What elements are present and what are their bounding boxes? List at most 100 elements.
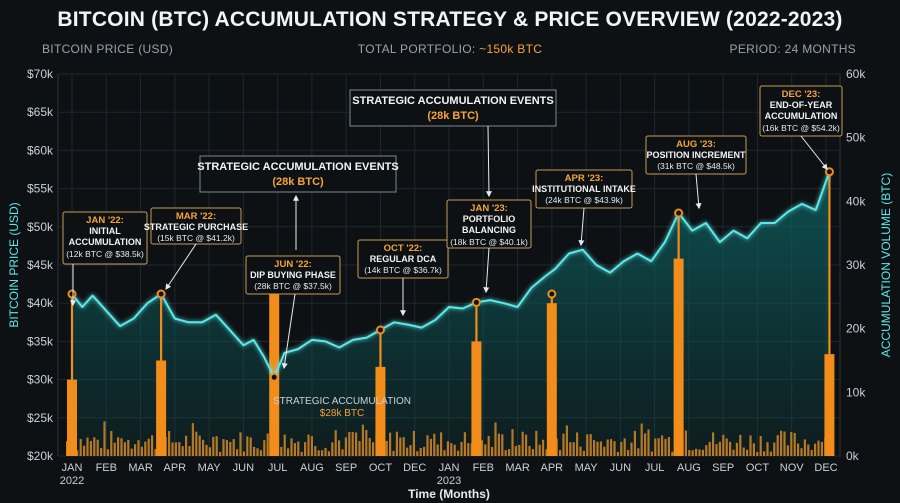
price-area [72,171,830,457]
annotation-detail: (28k BTC @ $37.5k) [254,281,332,291]
event-point [375,325,385,335]
x-tick-label: MAR [505,462,530,474]
event-annotation: AUG '23:POSITION INCREMENT(31k BTC @ $48… [645,135,747,210]
y-tick-label: $60k [27,143,54,157]
event-annotation: OCT '22:REGULAR DCA(14k BTC @ $36.7k) [357,239,449,317]
event-volume-bar [546,303,557,456]
annotation-detail: (14k BTC @ $36.7k) [364,265,442,275]
x-tick-label: JAN [439,462,460,474]
y-tick-label: $25k [27,411,54,425]
annotation-date: JUN '22: [274,259,312,270]
x-year-label: 2023 [437,475,461,487]
x-tick-label: JUN [233,462,254,474]
event-point [67,289,77,299]
annotation-label: STRATEGIC PURCHASE [144,222,248,232]
callout-title: STRATEGIC ACCUMULATION EVENTS [352,95,553,107]
x-tick-label: OCT [746,462,770,474]
x-tick-label: APR [164,462,187,474]
y-tick-label: $45k [27,258,54,272]
annotation-label: ACCUMULATION [69,237,142,247]
x-tick-label: AUG [300,462,324,474]
x-tick-label: JAN [62,462,83,474]
x-tick-label: MAY [198,462,222,474]
annotation-label: BALANCING [462,225,516,235]
y-tick-label: $20k [27,449,54,463]
chart-title: BITCOIN (BTC) ACCUMULATION STRATEGY & PR… [57,8,843,31]
x-tick-label: JUN [610,462,631,474]
x-tick-label: FEB [473,462,494,474]
annotation-label: ACCUMULATION [765,111,838,121]
x-tick-label: DEC [814,462,837,474]
annotation-arrow [578,207,585,247]
y-tick-label: $30k [27,373,54,387]
annotation-box [245,255,341,295]
x-tick-label: FEB [96,462,117,474]
y2-tick-label: 10k [846,385,866,399]
x-axis-title: Time (Months) [408,487,490,501]
y-tick-label: $70k [27,67,54,81]
annotation-box [62,211,148,265]
bottom-note-value: $28k BTC [320,408,364,419]
x-tick-label: MAR [128,462,153,474]
annotation-label: INSTITUTIONAL INTAKE [532,184,636,194]
x-tick-label: SEP [335,462,357,474]
y2-tick-label: 50k [846,131,866,145]
annotation-label: REGULAR DCA [370,254,437,264]
annotation-arrow [281,293,296,370]
event-volume-bar [471,341,482,456]
event-volume-bar [156,360,167,456]
event-volume-bar [673,258,684,456]
y-tick-label: $65k [27,105,54,119]
event-point [824,167,834,177]
callout-strategic-2: STRATEGIC ACCUMULATION EVENTS (28k BTC) [349,89,557,198]
annotation-label: POSITION INCREMENT [646,150,746,160]
y-tick-label: $35k [27,334,54,348]
x-tick-label: JUL [645,462,665,474]
event-point [269,372,279,382]
y2-tick-label: 20k [846,322,866,336]
y-axis-title: BITCOIN PRICE (USD) [7,202,21,327]
annotation-date: AUG '23: [676,139,716,150]
x-year-label: 2022 [60,475,84,487]
x-tick-label: MAY [575,462,599,474]
callout-value: (28k BTC) [427,110,479,122]
annotation-detail: (16k BTC @ $54.2k) [762,123,840,133]
annotation-date: JAN '22: [86,215,124,226]
portfolio-summary: TOTAL PORTFOLIO: ~150k BTC [0,42,900,56]
event-point [471,297,481,307]
event-point [674,208,684,218]
annotation-detail: (24k BTC @ $43.9k) [545,195,623,205]
annotation-date: DEC '23: [782,89,821,100]
callout-arrow [485,125,492,198]
callout-box [349,89,557,127]
bottom-note-title: STRATEGIC ACCUMULATION [273,396,411,407]
annotation-arrow [483,247,490,294]
y2-tick-label: 40k [846,194,866,208]
annotation-arrow [695,173,702,210]
period-label: PERIOD: 24 MONTHS [729,42,856,56]
x-tick-label: JUL [268,462,288,474]
y-tick-label: $55k [27,182,54,196]
x-tick-label: DEC [403,462,426,474]
annotation-detail: (15k BTC @ $41.2k) [157,233,235,243]
y2-tick-label: 60k [846,67,866,81]
annotation-arrow [800,135,828,170]
event-point [156,289,166,299]
y2-tick-label: 30k [846,258,866,272]
annotation-date: MAR '22: [176,211,216,222]
annotation-date: APR '23: [565,173,604,184]
x-tick-label: AUG [677,462,701,474]
price-line [71,171,831,379]
y-tick-label: $40k [27,296,54,310]
annotation-date: OCT '22: [384,243,423,254]
portfolio-value: ~150k BTC [479,42,543,56]
x-tick-label: SEP [712,462,734,474]
annotation-detail: (18k BTC @ $40.1k) [450,237,528,247]
event-volume-bar [269,277,280,456]
annotation-arrow [165,243,197,290]
y2-axis-title: ACCUMULATION VOLUME (BTC) [879,173,893,357]
event-volume-bar [824,354,835,456]
